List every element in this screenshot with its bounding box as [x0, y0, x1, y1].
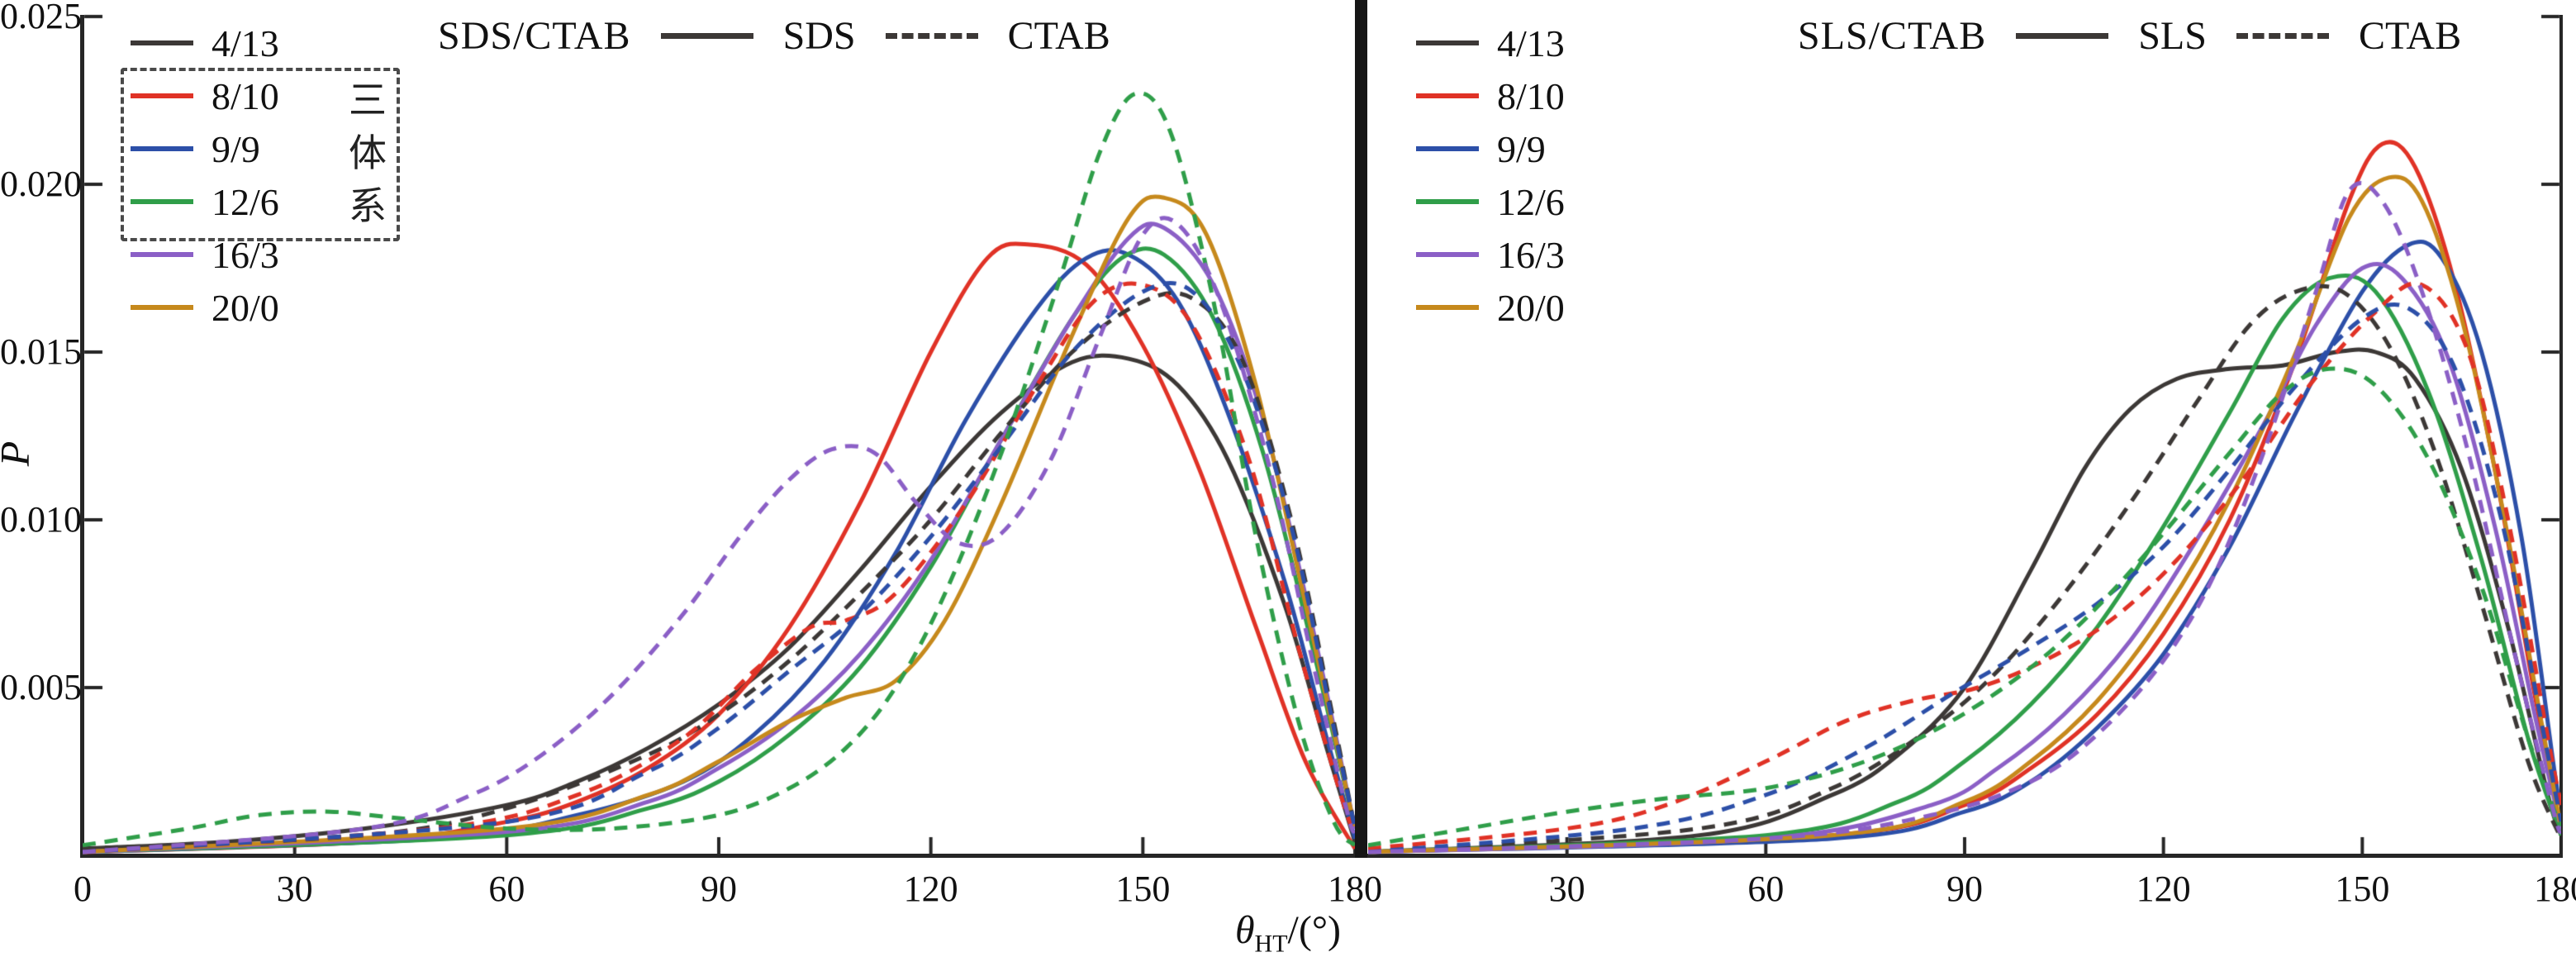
legend-item-16-3: 16/3	[1416, 228, 1565, 281]
top-legend-sls-ctab: SLS/CTAB SLS CTAB	[1798, 13, 2461, 59]
legend-label: 8/10	[1497, 74, 1565, 117]
legend-label: 12/6	[211, 180, 279, 223]
y-axis-title: P	[0, 441, 38, 467]
x-tick-label: 120	[2136, 869, 2191, 909]
annotation-char: 三	[349, 79, 387, 121]
x-axis-unit: /(°)	[1287, 908, 1342, 952]
panel-title-sls-ctab: SLS/CTAB	[1798, 14, 1987, 58]
legend-label: 20/0	[1497, 286, 1565, 329]
panel-divider-line	[1355, 0, 1367, 858]
y-tick-label: 0.015	[0, 331, 82, 372]
x-tick-label: 90	[1946, 869, 1983, 909]
x-tick-label: 60	[488, 869, 525, 909]
y-tick-label: 0.020	[0, 164, 82, 204]
ratio-legend-sds-ctab: 4/13 8/10 9/9 12/6 16/3 20/0	[131, 17, 279, 334]
annotation-char: 体	[349, 132, 387, 174]
legend-swatch	[1416, 146, 1479, 151]
solid-line-swatch	[2016, 33, 2109, 39]
solid-line-label: SDS	[782, 14, 856, 58]
y-tick-label: 0.025	[0, 0, 82, 36]
legend-item-8-10: 8/10	[131, 69, 279, 122]
legend-swatch	[131, 305, 193, 310]
y-tick-label: 0.005	[0, 667, 82, 707]
legend-label: 20/0	[211, 286, 279, 329]
x-tick-label: 0	[74, 869, 92, 909]
legend-item-4-13: 4/13	[1416, 17, 1565, 69]
legend-swatch	[131, 252, 193, 257]
legend-swatch	[1416, 252, 1479, 257]
sls-ctab-plot-canvas	[1368, 0, 2561, 859]
sds-ctab-plot-canvas	[83, 0, 1355, 859]
legend-swatch	[1416, 40, 1479, 45]
theta-subscript: HT	[1254, 930, 1288, 958]
dashed-line-swatch	[2236, 33, 2329, 39]
legend-swatch	[1416, 199, 1479, 204]
theta-symbol: θ	[1234, 908, 1255, 952]
legend-label: 8/10	[211, 74, 279, 117]
dashed-line-label: CTAB	[1007, 14, 1110, 58]
solid-line-swatch	[660, 33, 753, 39]
panel-sds-ctab: 4/13 8/10 9/9 12/6 16/3 20/0 SDS/CTAB SDS CTA…	[83, 0, 1355, 859]
x-tick-label: 30	[276, 869, 313, 909]
legend-item-20-0: 20/0	[131, 281, 279, 334]
legend-item-12-6: 12/6	[1416, 175, 1565, 228]
x-tick-label: 60	[1747, 869, 1785, 909]
legend-label: 4/13	[211, 21, 279, 64]
right-axis-line	[2559, 15, 2563, 858]
legend-label: 12/6	[1497, 180, 1565, 223]
top-legend-sds-ctab: SDS/CTAB SDS CTAB	[438, 13, 1110, 59]
legend-swatch	[1416, 93, 1479, 98]
legend-item-9-9: 9/9	[1416, 122, 1565, 175]
three-systems-annotation-box: 三 体 系	[121, 68, 400, 241]
x-tick-label: 120	[903, 869, 958, 909]
x-tick-label: 150	[2335, 869, 2390, 909]
solid-line-label: SLS	[2138, 14, 2207, 58]
legend-label: 9/9	[211, 127, 260, 170]
legend-swatch	[131, 93, 193, 98]
annotation-char: 系	[349, 185, 387, 227]
y-axis-line	[80, 15, 84, 858]
x-tick-label: 30	[1548, 869, 1585, 909]
legend-item-9-9: 9/9	[131, 122, 279, 175]
x-tick-label: 90	[701, 869, 737, 909]
three-systems-annotation-text: 三 体 系	[349, 74, 387, 233]
legend-label: 9/9	[1497, 127, 1546, 170]
legend-item-12-6: 12/6	[131, 175, 279, 228]
x-axis-title: θHT/(°)	[1123, 907, 1453, 959]
legend-swatch	[131, 146, 193, 151]
ratio-legend-sls-ctab: 4/13 8/10 9/9 12/6 16/3 20/0	[1416, 17, 1565, 334]
legend-item-8-10: 8/10	[1416, 69, 1565, 122]
dashed-line-swatch	[885, 33, 978, 39]
panel-title-sds-ctab: SDS/CTAB	[438, 14, 631, 58]
panel-sls-ctab: 4/13 8/10 9/9 12/6 16/3 20/0 SLS/CTAB SLS CTA…	[1368, 0, 2561, 859]
legend-item-4-13: 4/13	[131, 17, 279, 69]
legend-swatch	[131, 199, 193, 204]
x-tick-label: 150	[1115, 869, 1171, 909]
x-tick-label: 180	[2534, 869, 2576, 909]
legend-item-20-0: 20/0	[1416, 281, 1565, 334]
dashed-line-label: CTAB	[2358, 14, 2462, 58]
legend-label: 4/13	[1497, 21, 1565, 64]
x-tick-label: 180	[1328, 869, 1382, 909]
legend-label: 16/3	[1497, 233, 1565, 276]
y-tick-label: 0.010	[0, 499, 82, 540]
legend-swatch	[131, 40, 193, 45]
legend-swatch	[1416, 305, 1479, 310]
